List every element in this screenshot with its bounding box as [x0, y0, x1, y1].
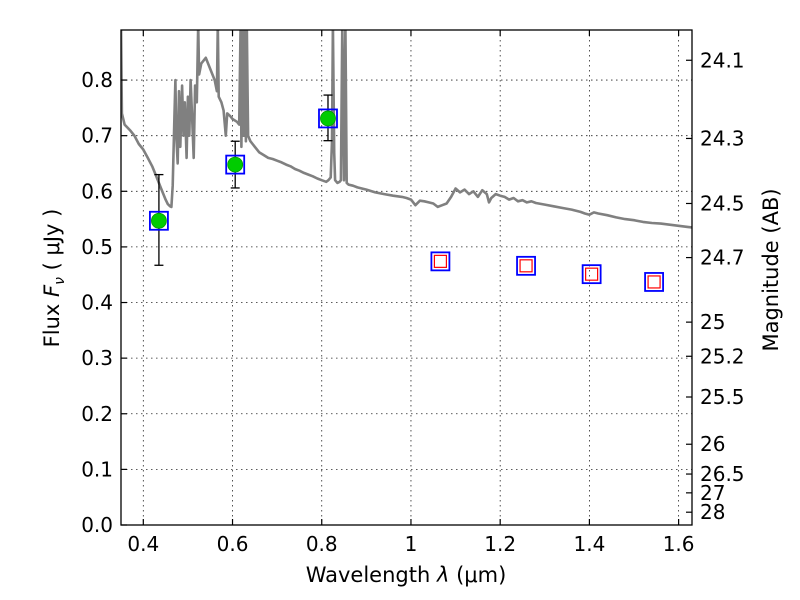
y-axis-label: Flux Fν ( μJy )	[40, 209, 68, 348]
x-tick-label: 1.2	[484, 532, 516, 556]
y2-axis-label: Magnitude (AB)	[759, 188, 783, 351]
mag-tick-label: 25.5	[700, 385, 745, 409]
y-tick-label: 0.2	[81, 402, 113, 426]
y-tick-label: 0.3	[81, 346, 113, 370]
point-marker-upper-limit	[433, 254, 448, 268]
mag-tick-label: 24.1	[700, 48, 745, 72]
x-tick-label: 1.6	[663, 532, 695, 556]
point-marker-detection	[151, 212, 167, 229]
axes	[120, 29, 693, 526]
mag-tick-label: 25.2	[700, 344, 745, 368]
point-box	[225, 154, 246, 175]
point-marker-detection	[227, 156, 244, 173]
y-tick-label: 0.5	[81, 235, 113, 259]
point-box	[318, 108, 338, 129]
point-box	[149, 210, 169, 231]
tick-labels: 0.4 0.6 0.8 1 1.2 1.4 1.6 0.0 0.1 0.2 0.3 0.4 0.5 0.6…	[81, 48, 744, 556]
point-box	[430, 251, 451, 272]
data-points	[149, 94, 664, 292]
x-tick-label: 1	[405, 532, 418, 556]
y-tick-label: 0.0	[81, 513, 113, 537]
mag-tick-label: 26.5	[700, 462, 745, 486]
x-tick-label: 1.4	[573, 532, 605, 556]
point-marker-detection	[320, 110, 336, 127]
x-tick-label: 0.8	[306, 532, 338, 556]
mag-tick-label: 24.3	[700, 126, 745, 150]
x-axis-label: Wavelength λ (μm)	[306, 563, 507, 587]
mag-tick-label: 25	[700, 310, 725, 334]
mag-tick-label: 26	[700, 432, 725, 456]
x-tick-label: 0.6	[217, 532, 249, 556]
point-marker-upper-limit	[585, 267, 599, 281]
grid-lines	[121, 30, 692, 526]
point-marker-upper-limit	[647, 275, 661, 289]
y-tick-label: 0.1	[81, 457, 113, 481]
point-marker-upper-limit	[519, 259, 533, 273]
point-box	[644, 272, 664, 292]
x-tick-label: 0.4	[127, 532, 159, 556]
mag-tick-label: 24.5	[700, 191, 745, 215]
spectrum-path	[121, 30, 692, 229]
point-box	[581, 264, 602, 285]
mag-tick-label: 24.7	[700, 246, 745, 270]
mag-tick-label: 27	[700, 481, 725, 505]
y-tick-label: 0.8	[81, 68, 113, 92]
y-tick-label: 0.4	[81, 291, 113, 315]
point-box	[516, 255, 536, 276]
y-tick-label: 0.6	[81, 179, 113, 203]
model-spectrum-line	[121, 30, 692, 229]
plot-frame	[120, 29, 693, 526]
mag-tick-label: 28	[700, 500, 725, 524]
y-tick-label: 0.7	[81, 124, 113, 148]
